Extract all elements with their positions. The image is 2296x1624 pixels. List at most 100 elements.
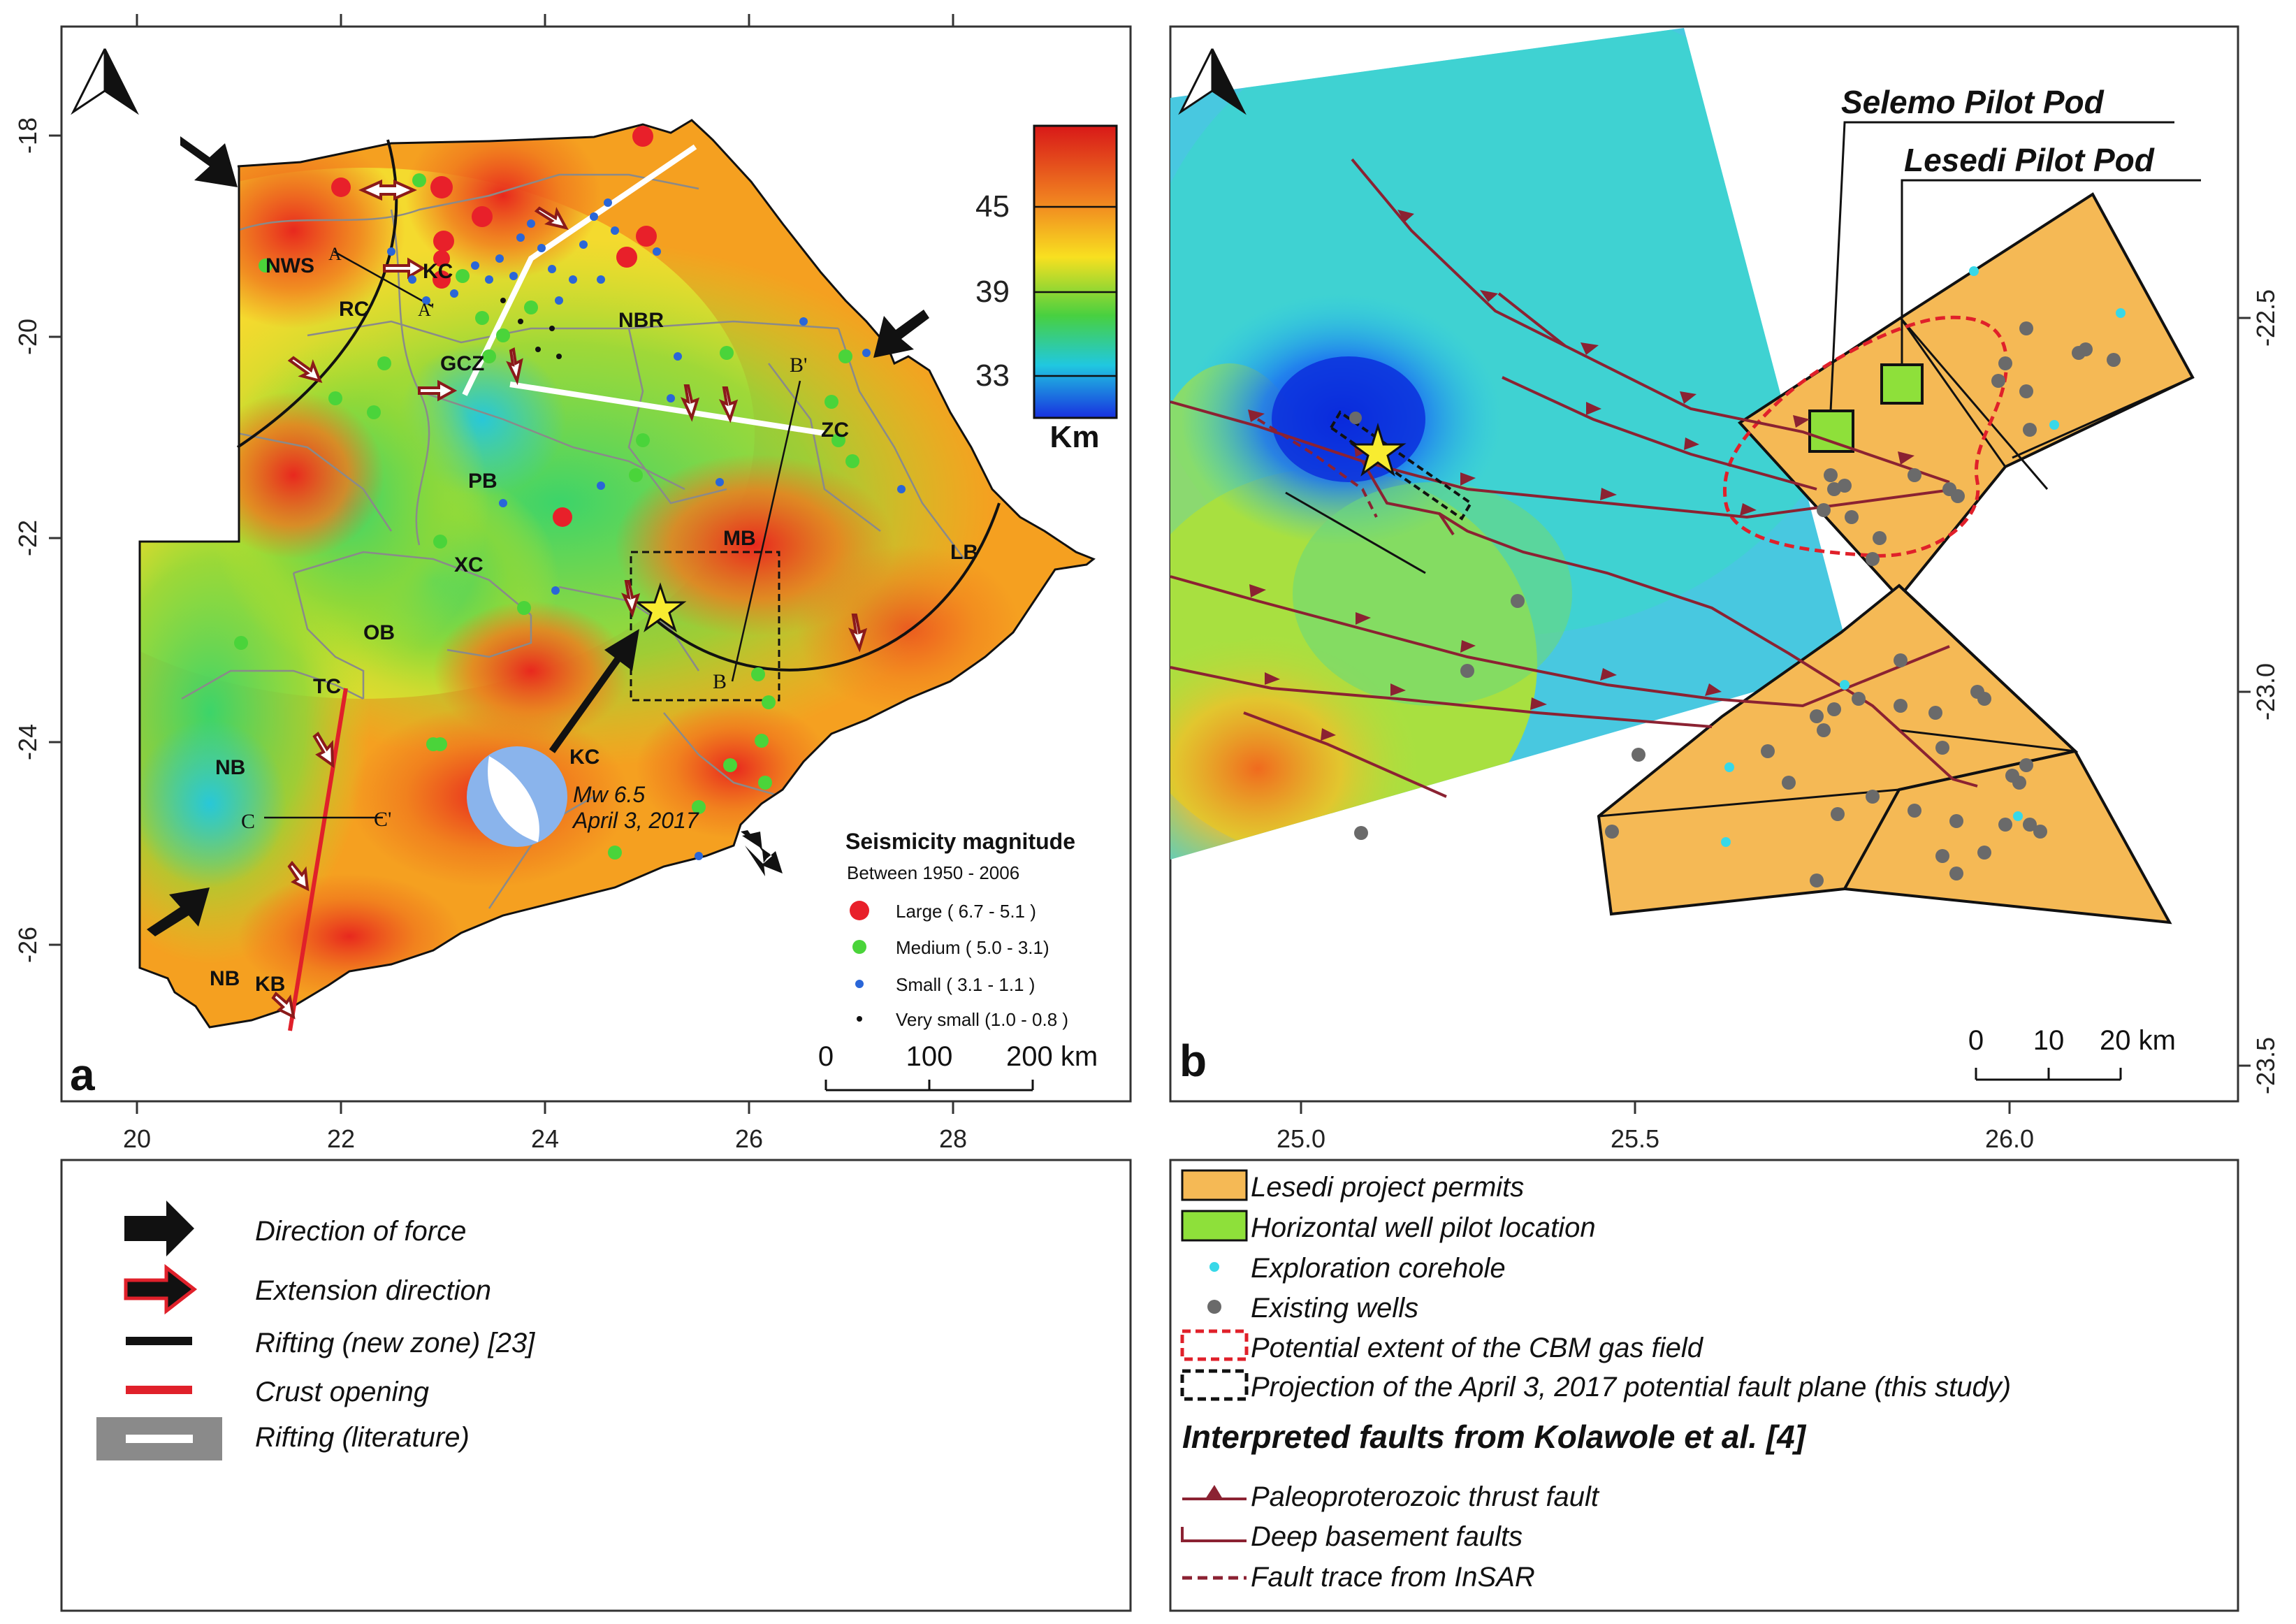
region-label-mb: MB (723, 527, 756, 550)
legend-right-item-5: Projection of the April 3, 2017 potentia… (1251, 1372, 2011, 1402)
scalebar-a (824, 1080, 1034, 1092)
profile-label-c-prime: C' (374, 808, 391, 831)
region-label-pb: PB (468, 470, 497, 493)
legend-left-box (60, 1159, 1132, 1612)
scalebar-a-100: 100 (906, 1041, 953, 1072)
legend-right-item-2: Exploration corehole (1251, 1253, 1506, 1284)
legend-fault-item-0: Paleoproterozoic thrust fault (1251, 1481, 1600, 1512)
selemo-pilot-box (1808, 409, 1854, 453)
study-area-box (630, 551, 780, 702)
panel-a-ytick-26: -26 (13, 927, 42, 963)
profile-label-a: A (328, 244, 342, 264)
seismicity-legend-title: Seismicity magnitude (845, 829, 1075, 854)
panel-b-xtick-25-0: 25.0 (1277, 1124, 1325, 1153)
seismicity-legend-subtitle: Between 1950 - 2006 (847, 862, 1019, 883)
seismicity-legend-small: Small ( 3.1 - 1.1 ) (896, 974, 1035, 995)
seismicity-legend-medium-dot (852, 940, 866, 954)
seismicity-legend-large-dot (850, 901, 869, 920)
legend-thrust-fault-icon (1182, 1485, 1247, 1500)
pod-leader-lines (1829, 121, 2201, 412)
panel-a-xtick-20: 20 (123, 1124, 151, 1153)
region-label-gcz: GCZ (440, 352, 484, 375)
legend-well-icon (1207, 1300, 1221, 1314)
legend-right-item-1: Horizontal well pilot location (1251, 1212, 1596, 1243)
region-label-kc-south: KC (569, 746, 600, 769)
panel-a-xtick-22: 22 (327, 1124, 355, 1153)
event-magnitude: Mw 6.5 (573, 782, 645, 807)
legend-left-item-1: Extension direction (255, 1275, 491, 1306)
scalebar-b-20: 20 km (2100, 1025, 2176, 1056)
crust-colorbar (1033, 124, 1118, 419)
legend-pilot-icon (1181, 1210, 1248, 1242)
panel-b-ytick-22-5: -22.5 (2251, 289, 2280, 347)
legend-fault-item-1: Deep basement faults (1251, 1521, 1523, 1552)
legend-fault-plane-icon (1180, 1369, 1249, 1401)
botswana-boundary (138, 119, 1096, 1029)
permit-subdivisions (1598, 317, 2193, 818)
legend-left-item-3: Crust opening (255, 1377, 429, 1407)
region-label-nws: NWS (266, 254, 314, 277)
region-label-lb: LB (950, 541, 978, 564)
region-label-nbr: NBR (618, 309, 664, 332)
panel-a-xtick-26: 26 (735, 1124, 763, 1153)
panel-a-label: a (70, 1050, 95, 1100)
seismicity-legend-small-dot (855, 980, 864, 988)
thrust-fault-teeth (1248, 210, 1914, 741)
event-pointer-arrow (548, 629, 639, 753)
profile-label-a-prime: A' (418, 300, 434, 320)
legend-crust-opening-icon (126, 1386, 192, 1394)
extension-arrows (271, 179, 868, 1020)
panel-b-ytick-23-5: -23.5 (2251, 1037, 2280, 1094)
region-label-tc: TC (313, 675, 341, 698)
seismicity-markers (234, 126, 906, 860)
legend-right-item-4: Potential extent of the CBM gas field (1251, 1333, 1704, 1363)
focal-mechanism-icon (467, 746, 567, 847)
colorbar-tick-45: 45 (975, 189, 1010, 224)
legend-rifting-new-icon (126, 1337, 192, 1345)
lesedi-pilot-box (1880, 363, 1924, 405)
legend-force-arrow-icon (124, 1201, 194, 1256)
panel-a-ytick-22: -22 (13, 520, 42, 556)
projected-fault-plane (1329, 410, 1473, 521)
legend-corehole-icon (1209, 1262, 1219, 1272)
force-arrows (147, 136, 929, 936)
seismicity-legend-large: Large ( 6.7 - 5.1 ) (896, 901, 1036, 922)
existing-wells (1349, 321, 2121, 887)
region-label-rc: RC (339, 298, 369, 321)
legend-basement-fault-icon (1181, 1527, 1247, 1542)
legend-right-box (1169, 1159, 2239, 1612)
exploration-coreholes (1721, 266, 2126, 847)
scalebar-a-200: 200 km (1006, 1041, 1098, 1072)
panel-a-axis-ticks (49, 14, 954, 1114)
colorbar-tick-33: 33 (975, 358, 1010, 393)
black-fault-line (1285, 491, 1426, 574)
panel-b-xtick-25-5: 25.5 (1611, 1124, 1659, 1153)
rifting-literature-lines (462, 144, 825, 436)
profile-label-b: B (713, 670, 727, 693)
seismicity-legend-medium: Medium ( 5.0 - 3.1) (896, 937, 1049, 958)
legend-left-item-0: Direction of force (255, 1216, 466, 1247)
panel-a-ytick-20: -20 (13, 319, 42, 355)
legend-extension-arrow-icon (124, 1263, 198, 1315)
seismicity-legend-very-small: Very small (1.0 - 0.8 ) (896, 1009, 1068, 1030)
legend-faults-title: Interpreted faults from Kolawole et al. … (1182, 1419, 1807, 1455)
region-label-nb: NB (215, 756, 245, 779)
legend-left-item-4: Rifting (literature) (255, 1422, 470, 1453)
scalebar-a-0: 0 (818, 1041, 834, 1072)
region-label-kb: KB (255, 973, 285, 996)
region-label-zc: ZC (821, 419, 849, 442)
lesedi-pilot-pod-label: Lesedi Pilot Pod (1904, 142, 2155, 178)
profile-label-c: C (241, 810, 255, 833)
crust-opening-line (288, 688, 348, 1031)
legend-right-item-3: Existing wells (1251, 1293, 1418, 1324)
insar-fault-trace (1256, 418, 1378, 518)
panel-b-ytick-23-0: -23.0 (2251, 663, 2280, 720)
panel-a-xtick-24: 24 (531, 1124, 559, 1153)
legend-fault-item-2: Fault trace from InSAR (1251, 1562, 1535, 1593)
region-label-xc: XC (454, 553, 484, 577)
seismicity-legend-very-small-dot (857, 1016, 862, 1022)
panel-a-ytick-18: -18 (13, 117, 42, 154)
cbm-extent-outline (1723, 315, 2008, 558)
selemo-pilot-pod-label: Selemo Pilot Pod (1841, 84, 2105, 120)
profile-lines (264, 250, 801, 819)
